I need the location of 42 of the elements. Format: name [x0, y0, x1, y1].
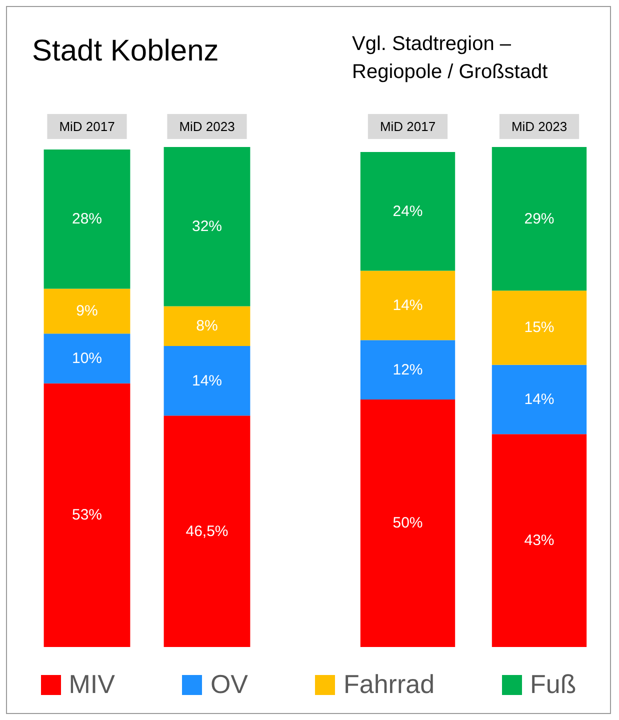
x-tick-label: MiD 2023: [179, 119, 235, 134]
bar: [360, 152, 456, 271]
legend-label: MIV: [68, 669, 115, 700]
data-label: 46,5%: [186, 522, 228, 540]
data-label: 12%: [392, 361, 423, 378]
bar: [44, 334, 130, 384]
bar: [492, 434, 587, 647]
bar: [164, 416, 250, 647]
x-tick-label: MiD 2017: [59, 119, 115, 134]
data-label: 14%: [192, 372, 222, 390]
data-label: 24%: [392, 202, 423, 220]
bar: [492, 290, 587, 365]
data-label: 14%: [524, 390, 554, 408]
data-label: 9%: [76, 302, 98, 320]
bar: [44, 383, 130, 647]
chart-title: Stadt Koblenz: [32, 34, 219, 68]
bar: [360, 340, 456, 400]
bar: [164, 306, 250, 346]
data-label: 50%: [392, 514, 423, 532]
data-label: 14%: [392, 296, 423, 314]
bar: [492, 147, 587, 291]
chart-title: Vgl. Stadtregion – Regiopole / Großstadt: [352, 33, 548, 83]
x-tick-label: MiD 2017: [380, 119, 436, 134]
bar: [44, 288, 130, 334]
bar: [492, 364, 587, 434]
data-label: 32%: [192, 218, 222, 236]
legend-label: Fuß: [530, 669, 576, 700]
data-label: 28%: [72, 210, 102, 228]
bar: [164, 147, 250, 306]
data-label: 43%: [524, 532, 554, 550]
data-label: 10%: [72, 350, 102, 367]
bar: [360, 399, 456, 647]
bar: [44, 149, 130, 289]
data-label: 8%: [196, 318, 218, 335]
x-tick-label: MiD 2023: [511, 119, 568, 134]
data-label: 15%: [524, 319, 554, 336]
data-label: 29%: [524, 210, 554, 228]
legend-label: OV: [210, 669, 248, 700]
data-label: 53%: [72, 506, 102, 524]
bar: [360, 270, 456, 340]
legend-label: Fahrrad: [343, 669, 435, 700]
bar: [164, 346, 250, 416]
